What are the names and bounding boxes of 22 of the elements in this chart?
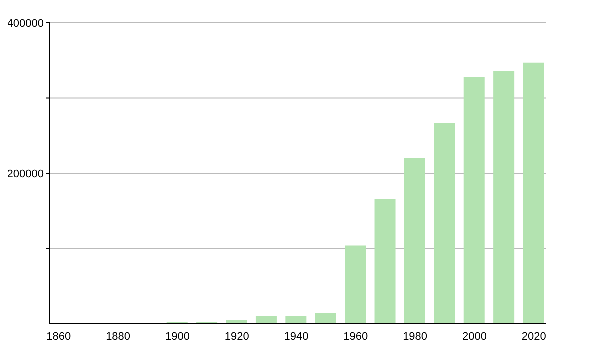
bar (286, 316, 307, 324)
x-tick-label: 1940 (284, 330, 309, 343)
x-tick-label: 1880 (106, 330, 131, 343)
bar (404, 158, 426, 324)
bar (374, 199, 396, 324)
x-tick-label: 1920 (224, 330, 250, 343)
x-tick-label: 1900 (165, 330, 190, 343)
bar (434, 123, 456, 324)
bar (523, 62, 544, 324)
x-tick-label: 2020 (522, 330, 546, 343)
x-tick-label: 1980 (403, 330, 428, 343)
bar (226, 320, 248, 324)
x-tick-label: 1960 (344, 330, 368, 343)
bar (464, 77, 485, 324)
bar (345, 246, 366, 324)
bar (256, 316, 277, 324)
bar (494, 71, 515, 324)
x-tick-label: 1860 (46, 330, 72, 343)
bar (315, 313, 336, 324)
y-tick-label: 400000 (7, 18, 44, 30)
y-tick-label: 200000 (7, 168, 44, 180)
x-tick-label: 2000 (462, 330, 487, 343)
